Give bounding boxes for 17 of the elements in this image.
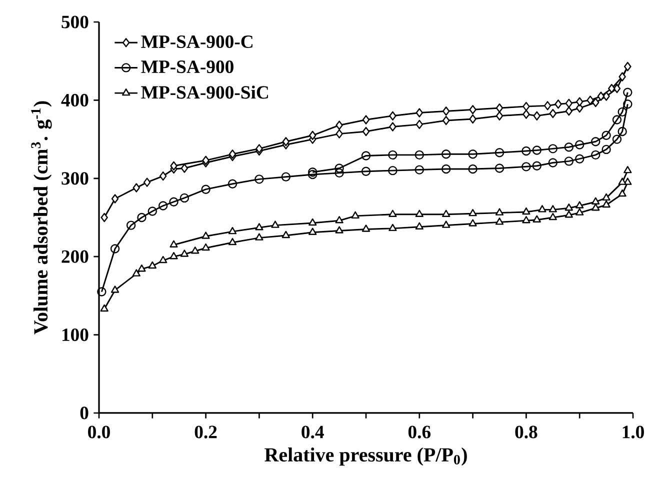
legend-label: MP-SA-900-SiC: [141, 86, 268, 99]
x-tick-label: 0.6: [408, 426, 431, 438]
y-tick-label: 300: [62, 172, 88, 185]
x-tick-label: 0.8: [515, 426, 538, 438]
y-tick-label: 200: [62, 250, 88, 263]
legend-label: MP-SA-900: [141, 60, 234, 74]
x-tick-label: 0.2: [194, 426, 217, 438]
x-tick-label: 0.4: [302, 426, 324, 438]
x-tick-label: 0.0: [88, 426, 110, 438]
y-tick-label: 100: [62, 328, 88, 342]
y-tick-label: 0: [80, 406, 88, 420]
legend-label: MP-SA-900-C: [141, 35, 252, 48]
y-tick-label: 400: [61, 94, 88, 107]
y-tick-label: 500: [62, 16, 88, 28]
x-axis-title: Relative pressure (P/P$_{0}$): [264, 448, 467, 466]
y-axis-title: Volume adsorbed (cm$^{3}$. g$^{-1}$): [31, 101, 52, 334]
x-tick-label: 1.0: [622, 426, 644, 438]
